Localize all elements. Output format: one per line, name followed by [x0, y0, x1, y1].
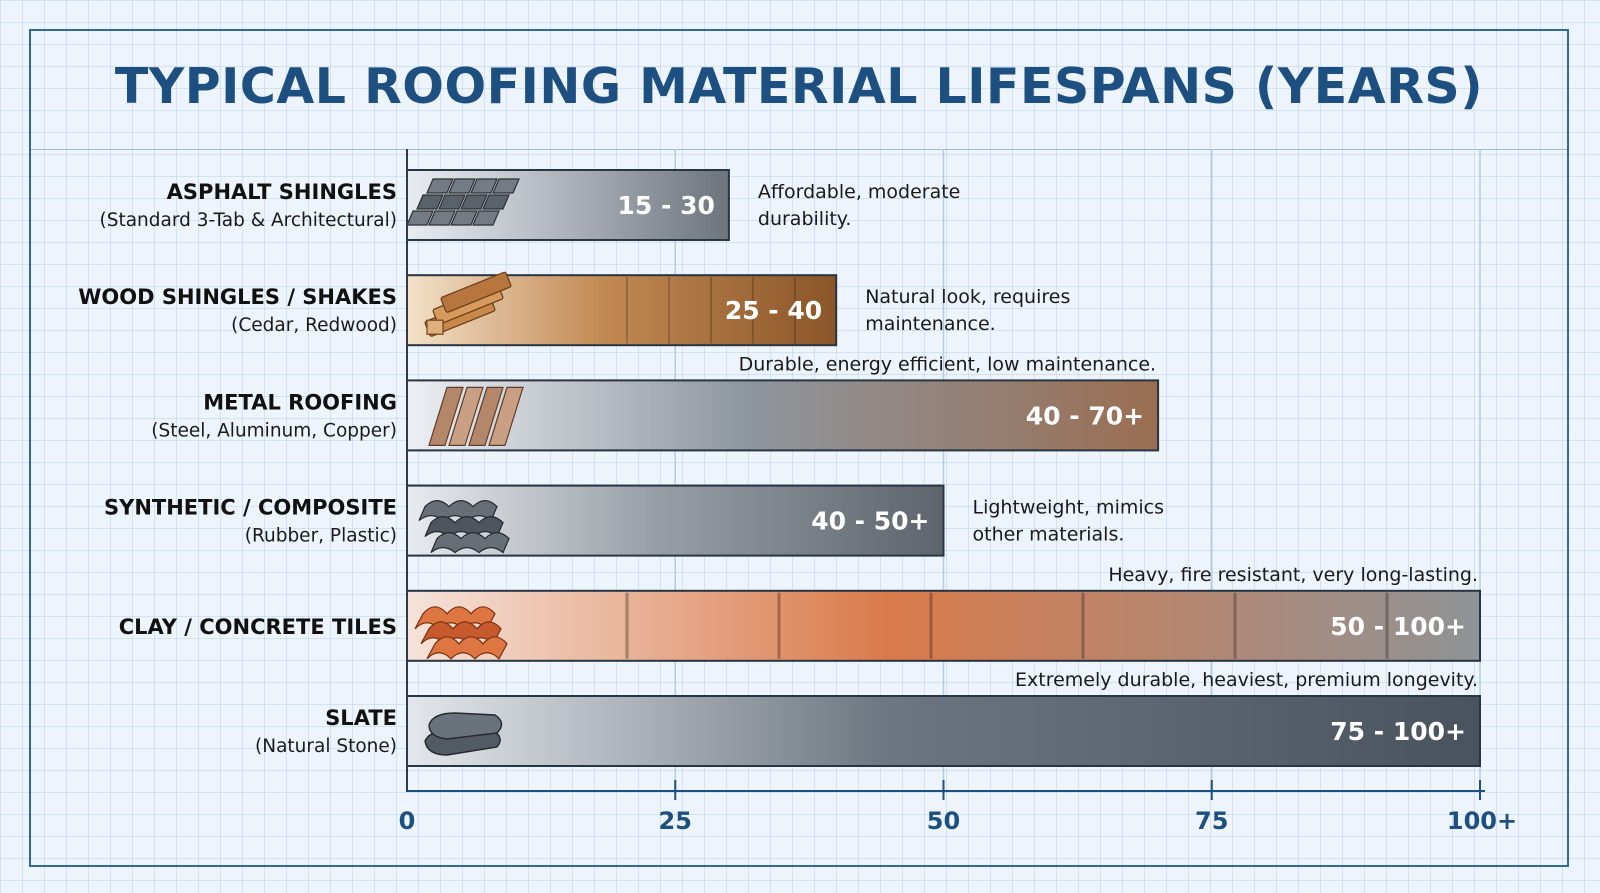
tick-label: 100+	[1447, 807, 1517, 835]
bars: 15 - 30 25 - 40 40 - 70+ 40 - 50+ 50 - 100+ 7…	[406, 169, 1481, 767]
category-subtitle: (Steel, Aluminum, Copper)	[151, 420, 397, 441]
tick-label: 75	[1195, 807, 1228, 835]
bar	[406, 379, 1160, 452]
category-labels: ASPHALT SHINGLES (Standard 3-Tab & Archit…	[78, 180, 1478, 757]
tick-label: 50	[927, 807, 960, 835]
slate-stones-icon	[424, 712, 503, 756]
annotation: Lightweight, mimics	[973, 497, 1164, 519]
data-label: 50 - 100+	[1330, 612, 1466, 641]
annotation: Extremely durable, heaviest, premium lon…	[1015, 669, 1478, 691]
category-name: ASPHALT SHINGLES	[167, 180, 397, 204]
title-divider	[31, 149, 1567, 150]
annotation: Natural look, requires	[865, 286, 1070, 308]
data-label: 40 - 50+	[811, 507, 929, 536]
clay-tiles-icon	[414, 606, 508, 660]
category-name: SYNTHETIC / COMPOSITE	[104, 496, 397, 520]
bar	[406, 695, 1481, 767]
category-subtitle: (Rubber, Plastic)	[245, 526, 397, 547]
annotation: Affordable, moderate	[758, 181, 960, 203]
category-name: CLAY / CONCRETE TILES	[119, 615, 397, 639]
asphalt-shingles-icon	[406, 178, 520, 226]
chart-frame	[29, 29, 1569, 867]
tick-label: 25	[659, 807, 692, 835]
category-name: METAL ROOFING	[203, 390, 397, 414]
category-subtitle: (Standard 3-Tab & Architectural)	[100, 210, 398, 231]
synthetic-tiles-icon	[418, 500, 510, 554]
data-label: 75 - 100+	[1330, 717, 1466, 746]
category-name: WOOD SHINGLES / SHAKES	[78, 285, 397, 309]
chart-title: TYPICAL ROOFING MATERIAL LIFESPANS (YEAR…	[114, 58, 1484, 115]
annotation: durability.	[758, 208, 851, 230]
bar-group: 40 - 70+	[406, 379, 1160, 452]
annotation: Durable, energy efficient, low maintenan…	[739, 353, 1157, 375]
bar-group: 25 - 40	[406, 271, 838, 347]
category-subtitle: (Cedar, Redwood)	[231, 315, 397, 336]
bar	[406, 589, 1481, 662]
category-name: SLATE	[325, 706, 397, 730]
bar-group: 15 - 30	[406, 169, 730, 241]
annotation: Heavy, fire resistant, very long-lasting…	[1108, 564, 1478, 586]
data-label: 40 - 70+	[1026, 401, 1144, 430]
annotation: other materials.	[973, 524, 1125, 546]
annotation: maintenance.	[865, 313, 996, 335]
bar-group: 50 - 100+	[406, 589, 1481, 662]
data-label: 15 - 30	[618, 191, 715, 220]
x-axis: 0 25 50 75 100+	[399, 149, 1517, 835]
metal-roof-panel-icon	[428, 386, 524, 446]
bar-group: 40 - 50+	[406, 484, 945, 557]
data-label: 25 - 40	[725, 296, 822, 325]
tick-label: 0	[399, 807, 416, 835]
category-subtitle: (Natural Stone)	[255, 736, 397, 757]
wood-planks-icon	[424, 271, 512, 337]
grid-lines	[674, 149, 1481, 790]
bar-group: 75 - 100+	[406, 695, 1481, 767]
